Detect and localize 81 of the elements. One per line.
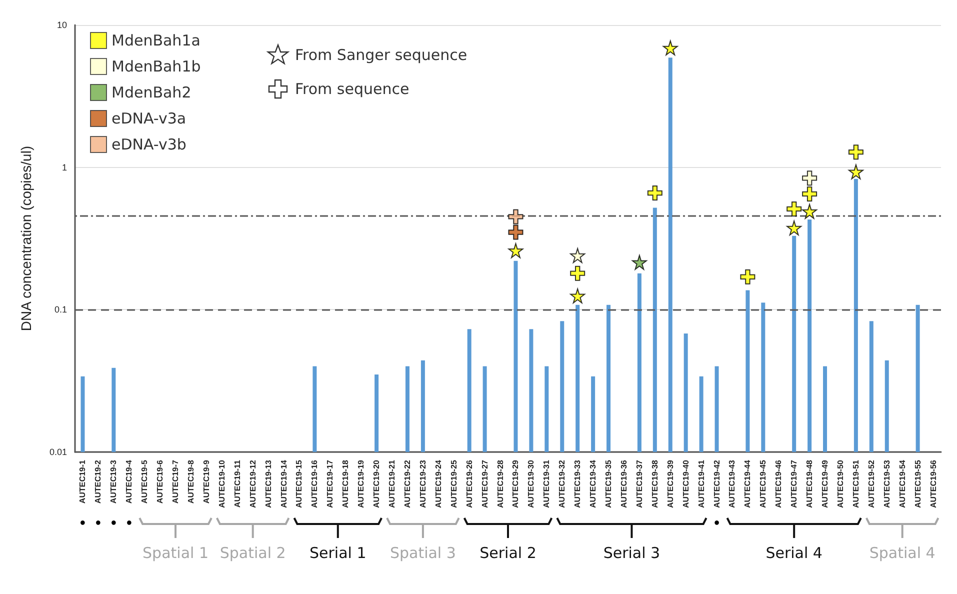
x-tick-label: AUTEC19-33: [573, 459, 582, 508]
annotation: From sequence: [295, 80, 410, 98]
x-tick-label: AUTEC19-53: [882, 459, 892, 508]
y-tick-label: 0.01: [49, 447, 67, 457]
text: Spatial 1: [142, 544, 208, 562]
x-tick-label: AUTEC19-18: [341, 459, 350, 508]
x-tick-label: AUTEC19-3: [109, 459, 118, 504]
y-tick-label: 1: [62, 162, 67, 172]
y-tick-label: 0.1: [54, 304, 67, 315]
x-tick-label: AUTEC19-30: [526, 459, 536, 508]
x-tick-label: AUTEC19-45: [758, 459, 768, 508]
text: •: [714, 515, 720, 532]
x-tick-label: AUTEC19-20: [372, 459, 382, 508]
x-tick-label: AUTEC19-41: [696, 459, 706, 508]
x-tick-label: AUTEC19-23: [418, 459, 428, 508]
text: Spatial 2: [220, 544, 286, 562]
x-tick-label: AUTEC19-15: [294, 459, 304, 508]
x-tick-label: AUTEC19-13: [264, 459, 273, 508]
x-tick-label: AUTEC19-25: [449, 459, 458, 508]
x-tick-label: AUTEC19-1: [78, 459, 88, 504]
x-tick-label: AUTEC19-32: [558, 459, 567, 508]
x-tick-label: AUTEC19-46: [774, 459, 784, 508]
x-tick-label: AUTEC19-5: [140, 459, 150, 504]
x-tick-label: AUTEC19-44: [743, 459, 752, 508]
x-tick-label: AUTEC19-29: [511, 459, 520, 508]
x-tick-label: AUTEC19-39: [666, 459, 675, 508]
x-tick-label: AUTEC19-55: [913, 459, 922, 508]
legend-label: eDNA-v3a: [112, 110, 186, 128]
x-tick-label: AUTEC19-42: [712, 459, 722, 508]
x-tick-label: AUTEC19-10: [217, 459, 226, 508]
legend-label: MdenBah1a: [112, 32, 200, 50]
x-tick-label: AUTEC19-2: [94, 459, 103, 504]
x-tick-label: AUTEC19-11: [232, 459, 242, 508]
x-tick-label: AUTEC19-8: [186, 459, 196, 504]
text: Serial 1: [310, 544, 366, 562]
x-tick-label: AUTEC19-31: [542, 459, 552, 508]
legend-label: MdenBah1b: [112, 58, 201, 76]
text: •: [80, 515, 86, 532]
x-tick-label: AUTEC19-26: [464, 459, 474, 508]
x-tick-label: AUTEC19-34: [588, 459, 598, 508]
x-tick-label: AUTEC19-28: [496, 459, 505, 508]
legend-label: MdenBah2: [112, 84, 192, 102]
x-tick-label: AUTEC19-21: [388, 459, 397, 508]
x-tick-label: AUTEC19-52: [866, 459, 876, 508]
x-tick-label: AUTEC19-24: [434, 459, 443, 508]
x-tick-label: AUTEC19-37: [634, 459, 644, 508]
x-tick-label: AUTEC19-6: [156, 459, 165, 504]
text: Serial 2: [480, 544, 536, 562]
x-tick-label: AUTEC19-9: [202, 459, 211, 504]
x-tick-label: AUTEC19-56: [928, 459, 938, 508]
legend-label: eDNA-v3b: [112, 136, 186, 154]
y-axis-title: DNA concentration (copies/ul): [18, 146, 34, 332]
x-tick-label: AUTEC19-7: [171, 459, 180, 504]
text: Serial 4: [766, 544, 822, 562]
x-tick-label: AUTEC19-22: [402, 459, 412, 508]
text: Spatial 3: [390, 544, 456, 562]
x-tick-label: AUTEC19-17: [326, 459, 335, 508]
x-tick-label: AUTEC19-38: [650, 459, 660, 508]
x-tick-label: AUTEC19-4: [124, 459, 134, 504]
x-tick-label: AUTEC19-14: [279, 459, 288, 508]
text: Serial 3: [603, 544, 660, 562]
x-tick-label: AUTEC19-47: [790, 459, 799, 508]
x-tick-label: AUTEC19-35: [604, 459, 614, 508]
x-tick-label: AUTEC19-16: [310, 459, 320, 508]
x-tick-label: AUTEC19-12: [248, 459, 258, 508]
x-tick-label: AUTEC19-36: [619, 459, 628, 508]
x-tick-label: AUTEC19-51: [851, 459, 860, 508]
x-tick-label: AUTEC19-48: [805, 459, 814, 508]
x-tick-label: AUTEC19-27: [480, 459, 490, 508]
text: •: [95, 515, 101, 532]
x-tick-label: AUTEC19-50: [836, 459, 845, 508]
x-tick-label: AUTEC19-54: [898, 459, 907, 508]
text: •: [126, 515, 132, 532]
x-tick-label: AUTEC19-49: [820, 459, 830, 508]
annotation: From Sanger sequence: [295, 46, 468, 64]
text: •: [110, 515, 116, 532]
text: Spatial 4: [869, 544, 936, 562]
x-tick-label: AUTEC19-43: [728, 459, 737, 508]
x-tick-label: AUTEC19-19: [356, 459, 366, 508]
y-tick-label: 10: [56, 20, 67, 30]
x-tick-label: AUTEC19-40: [681, 459, 690, 508]
